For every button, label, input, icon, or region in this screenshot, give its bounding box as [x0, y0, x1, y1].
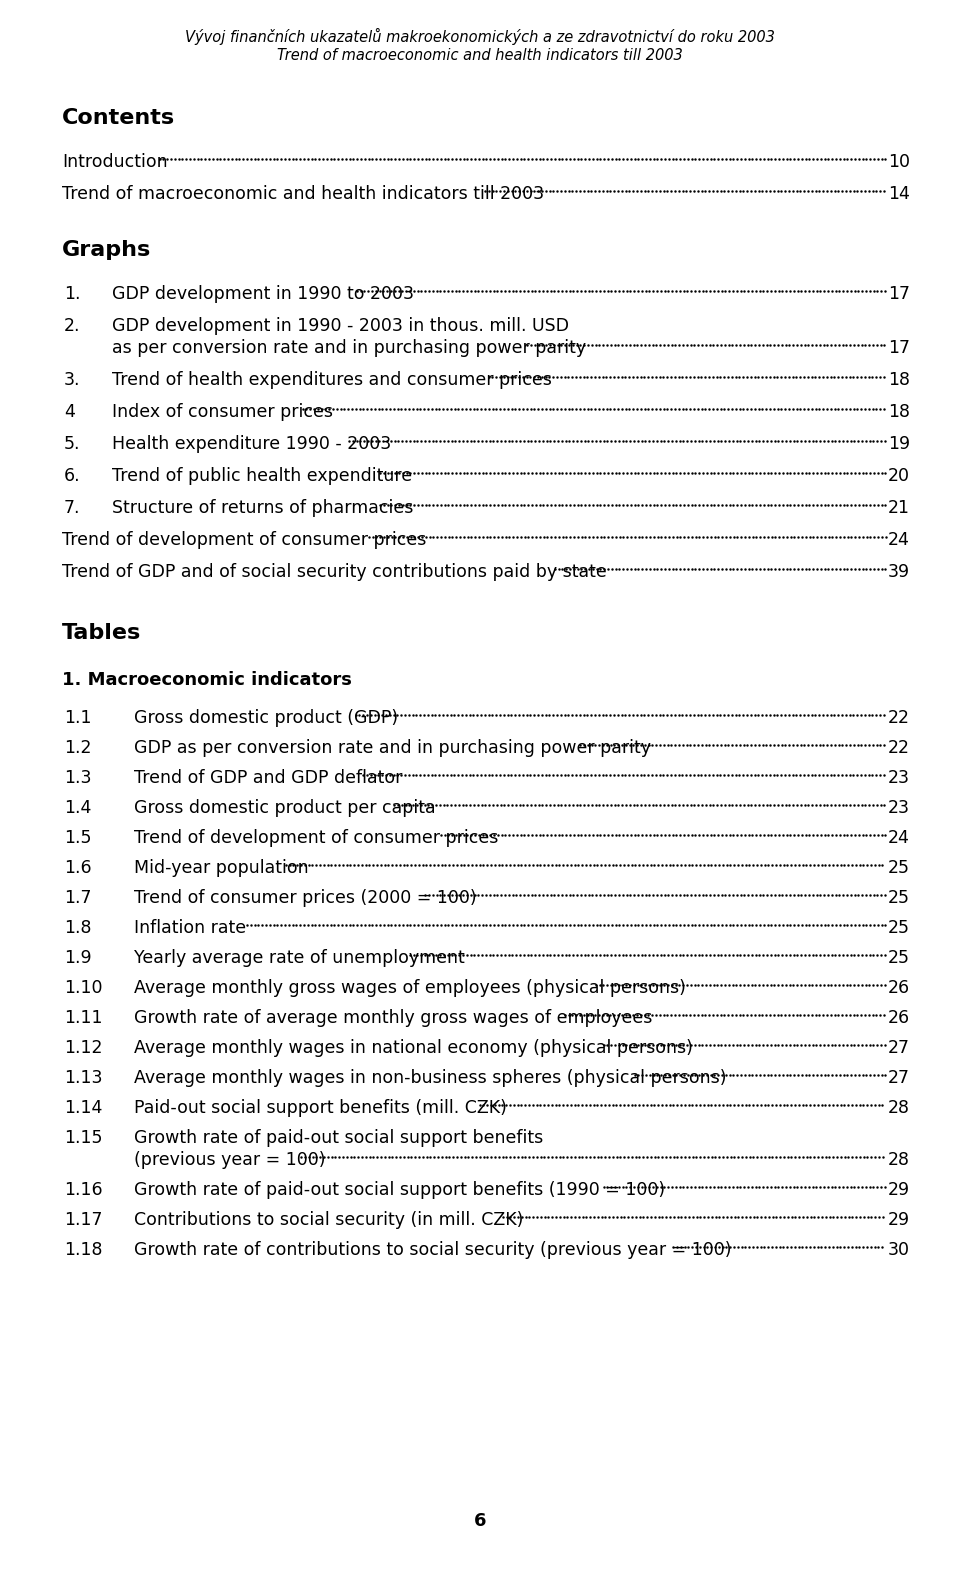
Text: 18: 18: [888, 403, 910, 421]
Text: 39: 39: [888, 564, 910, 581]
Text: 1.15: 1.15: [64, 1129, 103, 1148]
Text: Paid-out social support benefits (mill. CZK): Paid-out social support benefits (mill. …: [134, 1099, 507, 1116]
Text: 6: 6: [473, 1512, 487, 1531]
Text: 25: 25: [888, 889, 910, 907]
Text: 29: 29: [888, 1181, 910, 1199]
Text: 25: 25: [888, 859, 910, 878]
Text: Graphs: Graphs: [62, 240, 152, 261]
Text: Average monthly wages in national economy (physical persons): Average monthly wages in national econom…: [134, 1039, 693, 1057]
Text: Trend of GDP and of social security contributions paid by state: Trend of GDP and of social security cont…: [62, 564, 607, 581]
Text: Structure of returns of pharmacies: Structure of returns of pharmacies: [112, 499, 414, 517]
Text: 19: 19: [888, 435, 910, 454]
Text: 1.16: 1.16: [64, 1181, 103, 1199]
Text: Trend of public health expenditure: Trend of public health expenditure: [112, 466, 412, 485]
Text: 22: 22: [888, 710, 910, 727]
Text: 28: 28: [888, 1099, 910, 1116]
Text: 18: 18: [888, 371, 910, 389]
Text: 23: 23: [888, 769, 910, 787]
Text: GDP development in 1990 to 2003: GDP development in 1990 to 2003: [112, 286, 414, 303]
Text: Mid-year population: Mid-year population: [134, 859, 308, 878]
Text: 26: 26: [888, 1010, 910, 1027]
Text: 14: 14: [888, 185, 910, 203]
Text: Introduction: Introduction: [62, 152, 168, 171]
Text: Tables: Tables: [62, 623, 141, 644]
Text: 29: 29: [888, 1210, 910, 1229]
Text: 25: 25: [888, 948, 910, 967]
Text: 1.11: 1.11: [64, 1010, 103, 1027]
Text: 1.1: 1.1: [64, 710, 91, 727]
Text: 1.18: 1.18: [64, 1240, 103, 1259]
Text: Growth rate of paid-out social support benefits: Growth rate of paid-out social support b…: [134, 1129, 543, 1148]
Text: 21: 21: [888, 499, 910, 517]
Text: 27: 27: [888, 1069, 910, 1086]
Text: GDP development in 1990 - 2003 in thous. mill. USD: GDP development in 1990 - 2003 in thous.…: [112, 317, 569, 334]
Text: 5.: 5.: [64, 435, 81, 454]
Text: 3.: 3.: [64, 371, 81, 389]
Text: 1.9: 1.9: [64, 948, 91, 967]
Text: Contents: Contents: [62, 108, 175, 129]
Text: 24: 24: [888, 531, 910, 550]
Text: Average monthly wages in non-business spheres (physical persons): Average monthly wages in non-business sp…: [134, 1069, 727, 1086]
Text: 4: 4: [64, 403, 75, 421]
Text: 30: 30: [888, 1240, 910, 1259]
Text: GDP as per conversion rate and in purchasing power parity: GDP as per conversion rate and in purcha…: [134, 739, 651, 757]
Text: 22: 22: [888, 739, 910, 757]
Text: 17: 17: [888, 286, 910, 303]
Text: Trend of health expenditures and consumer prices: Trend of health expenditures and consume…: [112, 371, 552, 389]
Text: 1.4: 1.4: [64, 799, 91, 816]
Text: 1.5: 1.5: [64, 829, 91, 846]
Text: (previous year = 100): (previous year = 100): [134, 1151, 325, 1170]
Text: 20: 20: [888, 466, 910, 485]
Text: 1.3: 1.3: [64, 769, 91, 787]
Text: Growth rate of contributions to social security (previous year = 100): Growth rate of contributions to social s…: [134, 1240, 732, 1259]
Text: 1.: 1.: [64, 286, 81, 303]
Text: 1.6: 1.6: [64, 859, 91, 878]
Text: 10: 10: [888, 152, 910, 171]
Text: 2.: 2.: [64, 317, 81, 334]
Text: 27: 27: [888, 1039, 910, 1057]
Text: 24: 24: [888, 829, 910, 846]
Text: 1.2: 1.2: [64, 739, 91, 757]
Text: Growth rate of average monthly gross wages of employees: Growth rate of average monthly gross wag…: [134, 1010, 653, 1027]
Text: Inflation rate: Inflation rate: [134, 918, 246, 937]
Text: 1. Macroeconomic indicators: 1. Macroeconomic indicators: [62, 670, 352, 689]
Text: 7.: 7.: [64, 499, 81, 517]
Text: 23: 23: [888, 799, 910, 816]
Text: 25: 25: [888, 918, 910, 937]
Text: Trend of development of consumer prices: Trend of development of consumer prices: [134, 829, 498, 846]
Text: Yearly average rate of unemployment: Yearly average rate of unemployment: [134, 948, 465, 967]
Text: 1.7: 1.7: [64, 889, 91, 907]
Text: Trend of development of consumer prices: Trend of development of consumer prices: [62, 531, 426, 550]
Text: Index of consumer prices: Index of consumer prices: [112, 403, 333, 421]
Text: Gross domestic product (GDP): Gross domestic product (GDP): [134, 710, 398, 727]
Text: 1.17: 1.17: [64, 1210, 103, 1229]
Text: Trend of consumer prices (2000 = 100): Trend of consumer prices (2000 = 100): [134, 889, 476, 907]
Text: 1.10: 1.10: [64, 980, 103, 997]
Text: Growth rate of paid-out social support benefits (1990 = 100): Growth rate of paid-out social support b…: [134, 1181, 665, 1199]
Text: Trend of macroeconomic and health indicators till 2003: Trend of macroeconomic and health indica…: [277, 49, 683, 63]
Text: Average monthly gross wages of employees (physical persons): Average monthly gross wages of employees…: [134, 980, 685, 997]
Text: 1.14: 1.14: [64, 1099, 103, 1116]
Text: Trend of macroeconomic and health indicators till 2003: Trend of macroeconomic and health indica…: [62, 185, 544, 203]
Text: as per conversion rate and in purchasing power parity: as per conversion rate and in purchasing…: [112, 339, 587, 356]
Text: Trend of GDP and GDP deflator: Trend of GDP and GDP deflator: [134, 769, 402, 787]
Text: 1.13: 1.13: [64, 1069, 103, 1086]
Text: 1.8: 1.8: [64, 918, 91, 937]
Text: 17: 17: [888, 339, 910, 356]
Text: 1.12: 1.12: [64, 1039, 103, 1057]
Text: 28: 28: [888, 1151, 910, 1170]
Text: 26: 26: [888, 980, 910, 997]
Text: Contributions to social security (in mill. CZK): Contributions to social security (in mil…: [134, 1210, 523, 1229]
Text: Health expenditure 1990 - 2003: Health expenditure 1990 - 2003: [112, 435, 392, 454]
Text: 6.: 6.: [64, 466, 81, 485]
Text: Vývoj finančních ukazatelů makroekonomických a ze zdravotnictví do roku 2003: Vývoj finančních ukazatelů makroekonomic…: [185, 28, 775, 46]
Text: Gross domestic product per capita: Gross domestic product per capita: [134, 799, 436, 816]
